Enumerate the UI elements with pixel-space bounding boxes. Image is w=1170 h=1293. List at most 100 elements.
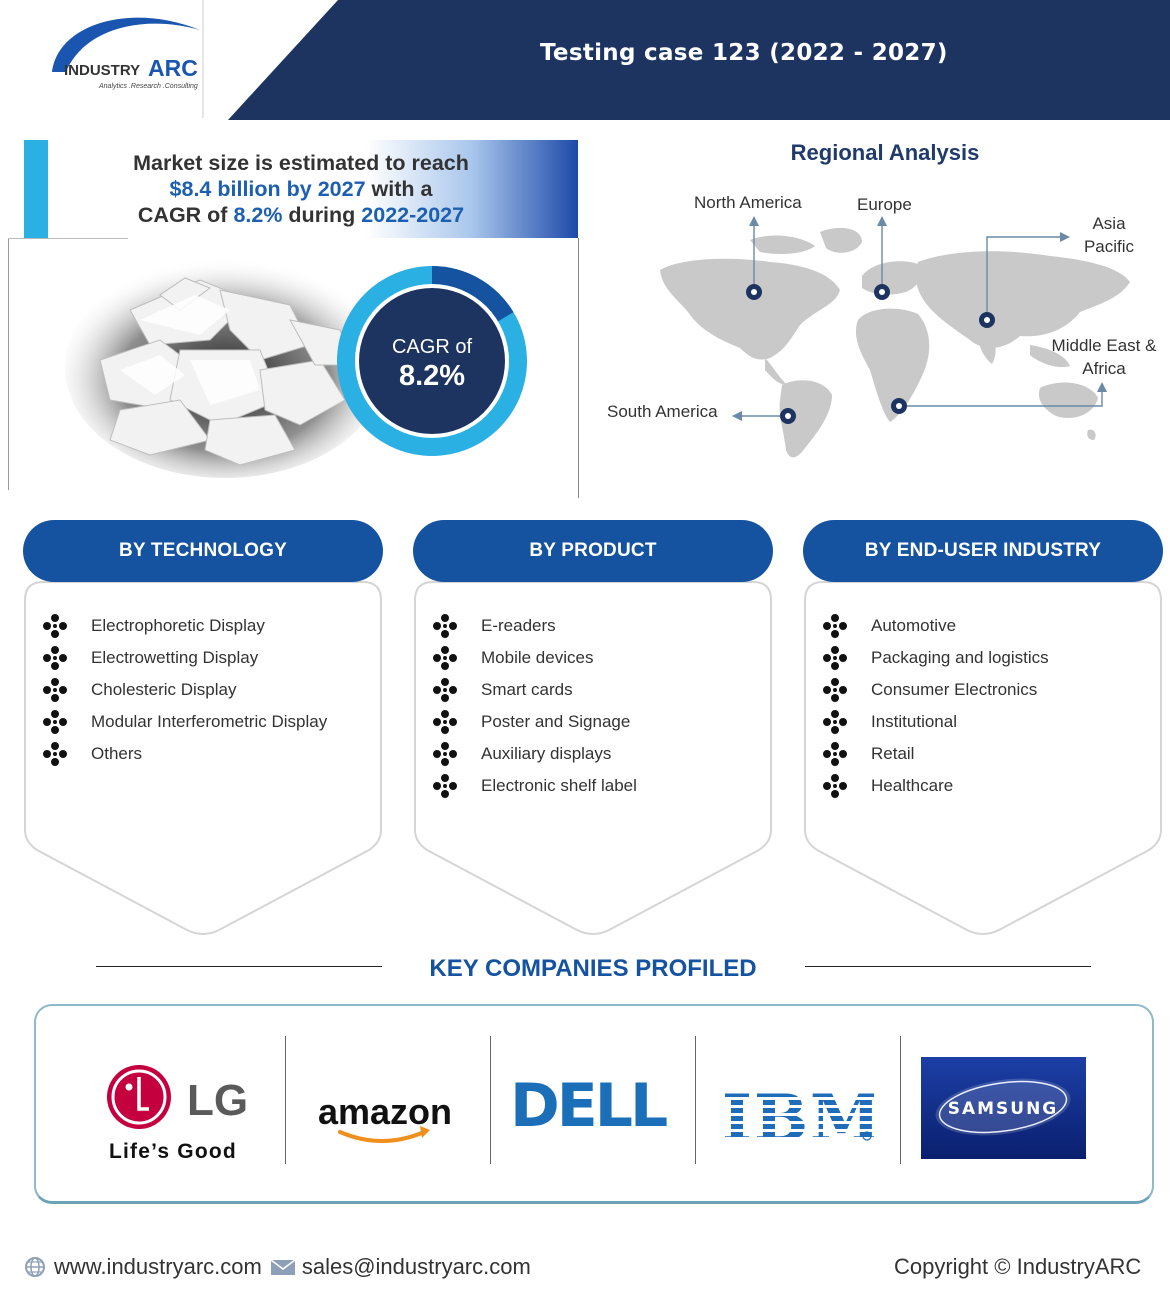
key-companies-title: KEY COMPANIES PROFILED <box>429 955 757 982</box>
globe-icon <box>25 1257 45 1277</box>
bullet-icon <box>823 774 847 798</box>
list-item-label: Automotive <box>871 616 957 635</box>
report-title: Testing case 123 (2022 - 2027) <box>540 40 948 66</box>
segment-end-user-list: Automotive Packaging and logistics Consu… <box>823 610 1153 802</box>
region-asia-pacific-line2: Pacific <box>1083 237 1135 256</box>
company-divider <box>285 1036 286 1164</box>
region-asia-pacific: Asia Pacific <box>1066 212 1152 258</box>
segment-technology-list: Electrophoretic Display Electrowetting D… <box>43 610 373 770</box>
list-item-label: Smart cards <box>481 680 573 699</box>
amazon-logo-text: amazon <box>318 1091 452 1132</box>
bullet-icon <box>433 710 457 734</box>
region-europe: Europe <box>857 195 912 214</box>
list-item-label: Cholesteric Display <box>91 680 237 699</box>
list-item-label: Poster and Signage <box>481 712 631 731</box>
header-band <box>202 0 1170 120</box>
list-item-label: Healthcare <box>871 776 954 795</box>
cagr-value: 8.2% <box>398 360 466 392</box>
footer-contact: www.industryarc.com sales@industryarc.co… <box>24 1254 531 1280</box>
bullet-icon <box>433 646 457 670</box>
segment-technology-header: BY TECHNOLOGY <box>23 520 383 582</box>
header: INDUSTRY ARC Analytics .Research .Consul… <box>0 0 1170 120</box>
segment-end-user-header: BY END-USER INDUSTRY <box>803 520 1163 582</box>
region-mea-line1: Middle East & <box>1051 336 1157 355</box>
list-item: Mobile devices <box>433 642 763 674</box>
market-line-2-suffix: with a <box>365 177 433 201</box>
list-item: Retail <box>823 738 1153 770</box>
region-south-america: South America <box>607 402 718 421</box>
market-line-3: CAGR of 8.2% during 2022-2027 <box>60 202 542 228</box>
bullet-icon <box>43 742 67 766</box>
market-cagr-value: 8.2% <box>233 203 283 227</box>
samsung-logo-text: SAMSUNG <box>948 1099 1059 1119</box>
bullet-icon <box>43 614 67 638</box>
regional-analysis-title: Regional Analysis <box>790 140 980 165</box>
industryarc-logo: INDUSTRY ARC Analytics .Research .Consul… <box>52 17 200 90</box>
lg-logo: LG Life’s Good <box>101 1057 265 1165</box>
list-item-label: Electrophoretic Display <box>91 616 265 635</box>
list-item: Electronic shelf label <box>433 770 763 802</box>
segment-product-list: E-readers Mobile devices Smart cards Pos… <box>433 610 763 802</box>
bullet-icon <box>823 742 847 766</box>
footer-email-link[interactable]: sales@industryarc.com <box>301 1254 531 1279</box>
company-divider <box>900 1036 901 1164</box>
ibm-logo-text: IBM <box>722 1084 874 1146</box>
bullet-icon <box>433 678 457 702</box>
list-item: Others <box>43 738 373 770</box>
companies-panel <box>34 1004 1154 1204</box>
market-banner <box>48 140 578 238</box>
bullet-icon <box>823 646 847 670</box>
list-item: Cholesteric Display <box>43 674 373 706</box>
dell-logo-text: DELL <box>510 1074 667 1132</box>
region-asia-pacific-line1: Asia <box>1092 214 1126 233</box>
segment-product-header: BY PRODUCT <box>413 520 773 582</box>
footer-website-link[interactable]: www.industryarc.com <box>54 1254 262 1279</box>
company-divider <box>695 1036 696 1164</box>
list-item: Packaging and logistics <box>823 642 1153 674</box>
market-line-2: $8.4 billion by 2027 with a <box>60 176 542 202</box>
list-item: Healthcare <box>823 770 1153 802</box>
list-item-label: Electrowetting Display <box>91 648 259 667</box>
bullet-icon <box>433 614 457 638</box>
list-item-label: Others <box>91 744 143 763</box>
list-item: Automotive <box>823 610 1153 642</box>
list-item: Electrowetting Display <box>43 642 373 674</box>
panel-border <box>8 238 9 490</box>
market-line-3-prefix: CAGR of <box>137 203 234 227</box>
lg-logo-tagline: Life’s Good <box>109 1140 237 1163</box>
list-item: Poster and Signage <box>433 706 763 738</box>
logo-tagline: Analytics .Research .Consulting <box>98 83 198 90</box>
list-item-label: Mobile devices <box>481 648 594 667</box>
list-item-label: Consumer Electronics <box>871 680 1038 699</box>
email-icon <box>270 1259 296 1275</box>
ibm-logo: IBM <box>722 1084 874 1146</box>
list-item-label: Institutional <box>871 712 957 731</box>
divider-line <box>96 966 382 967</box>
bullet-icon <box>43 678 67 702</box>
region-middle-east-africa: Middle East & Africa <box>1042 334 1166 380</box>
market-summary: Market size is estimated to reach $8.4 b… <box>60 150 542 228</box>
divider-line <box>805 966 1091 967</box>
product-flakes-image <box>65 258 385 478</box>
dell-logo: DELL <box>510 1074 670 1132</box>
location-pin-icon <box>746 284 995 424</box>
list-item: Electrophoretic Display <box>43 610 373 642</box>
market-size-value: $8.4 billion by 2027 <box>169 177 366 201</box>
list-item-label: Packaging and logistics <box>871 648 1049 667</box>
cagr-label: CAGR of <box>391 336 473 358</box>
list-item-label: Modular Interferometric Display <box>91 712 328 731</box>
company-divider <box>490 1036 491 1164</box>
list-item: Consumer Electronics <box>823 674 1153 706</box>
bullet-icon <box>433 774 457 798</box>
list-item: Institutional <box>823 706 1153 738</box>
market-accent-bar <box>24 140 48 238</box>
bullet-icon <box>823 614 847 638</box>
panel-border <box>578 238 579 498</box>
bullet-icon <box>433 742 457 766</box>
list-item-label: Retail <box>871 744 915 763</box>
bullet-icon <box>43 646 67 670</box>
logo-text-industry: INDUSTRY <box>64 62 140 79</box>
list-item-label: Electronic shelf label <box>481 776 637 795</box>
panel-border <box>8 238 128 239</box>
list-item: Modular Interferometric Display <box>43 706 373 738</box>
